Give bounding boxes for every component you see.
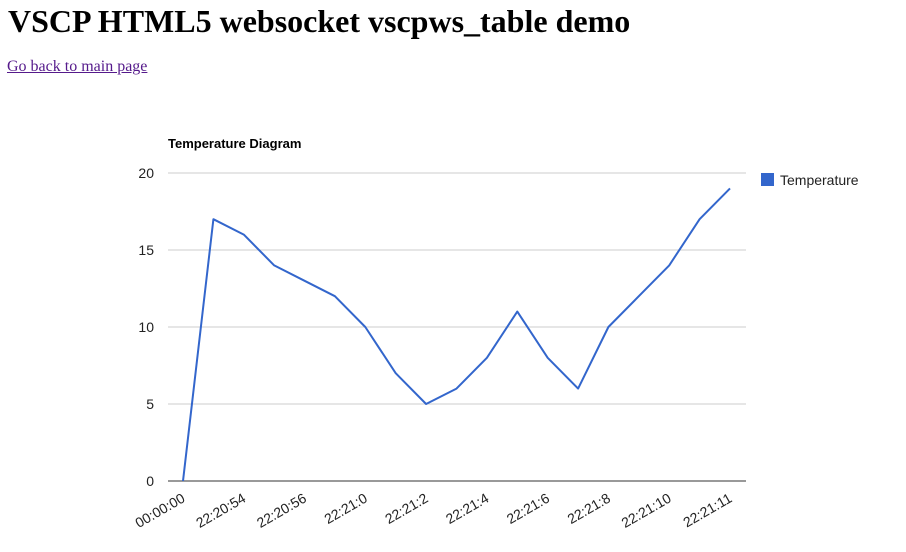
page-title: VSCP HTML5 websocket vscpws_table demo xyxy=(8,3,631,39)
x-axis-ticks: 00:00:00 22:20:54 22:20:56 22:21:0 22:21:2 22… xyxy=(132,490,734,531)
legend: Temperature xyxy=(761,172,859,188)
y-tick-label: 5 xyxy=(146,396,154,412)
x-tick-label: 22:21:0 xyxy=(321,490,370,527)
legend-label-temperature: Temperature xyxy=(780,172,859,188)
y-tick-label: 15 xyxy=(138,242,154,258)
x-tick-label: 22:20:54 xyxy=(193,490,248,531)
x-tick-label: 22:20:56 xyxy=(254,490,309,531)
series-line-temperature xyxy=(182,187,731,482)
y-axis-ticks: 0 5 10 15 20 xyxy=(138,165,154,489)
x-tick-label: 22:21:10 xyxy=(619,490,674,531)
series-layer xyxy=(182,187,731,482)
chart-title: Temperature Diagram xyxy=(168,136,301,151)
back-to-main-link[interactable]: Go back to main page xyxy=(7,58,148,75)
x-tick-label: 00:00:00 xyxy=(132,490,187,531)
x-tick-label: 22:21:11 xyxy=(680,490,734,531)
y-tick-label: 0 xyxy=(146,473,154,489)
x-tick-label: 22:21:6 xyxy=(504,490,553,527)
legend-swatch-temperature xyxy=(761,173,774,186)
gridlines xyxy=(168,172,746,482)
x-tick-label: 22:21:4 xyxy=(443,490,492,527)
x-tick-label: 22:21:2 xyxy=(382,490,431,527)
y-tick-label: 10 xyxy=(138,319,154,335)
x-tick-label: 22:21:8 xyxy=(564,490,613,527)
y-tick-label: 20 xyxy=(138,165,154,181)
